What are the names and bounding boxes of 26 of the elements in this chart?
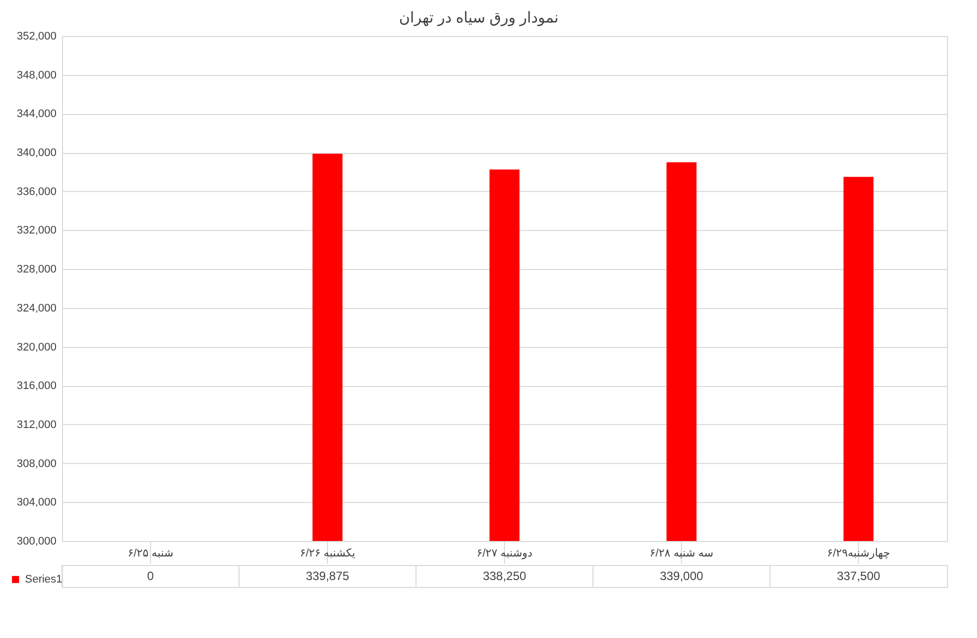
x-tick-label: دوشنبه ۶/۲۷ (476, 548, 532, 560)
x-tick-label: چهارشنبه۶/۲۹ (826, 548, 890, 560)
chart-title: نمودار ورق سیاه در تهران (399, 10, 558, 26)
y-tick-label: 304,000 (16, 496, 56, 509)
x-tick-label: سه شنبه ۶/۲۸ (650, 548, 714, 560)
y-tick-label: 340,000 (16, 147, 56, 160)
y-tick-label: 308,000 (16, 458, 56, 470)
y-tick-label: 312,000 (16, 418, 56, 431)
legend-label: Series1 (25, 574, 62, 586)
data-label: 338,250 (482, 569, 527, 583)
y-tick-label: 316,000 (16, 380, 56, 392)
x-tick-label: یکشنبه ۶/۲۶ (300, 548, 356, 560)
y-tick-label: 348,000 (16, 69, 56, 82)
y-tick-label: 320,000 (16, 341, 56, 354)
data-label: 339,000 (660, 569, 704, 583)
y-tick-label: 328,000 (16, 264, 56, 276)
y-tick-label: 332,000 (16, 224, 56, 237)
data-label: 337,500 (836, 569, 881, 583)
text: 0 (147, 569, 154, 583)
y-tick-label: 324,000 (16, 302, 56, 314)
y-tick-label: 344,000 (16, 108, 56, 120)
data-label: 339,875 (306, 569, 350, 583)
y-tick-label: 300,000 (16, 536, 56, 548)
y-tick-label: 352,000 (16, 30, 56, 42)
y-tick-label: 336,000 (16, 186, 56, 198)
x-tick-label: شنبه ۶/۲۵ (128, 548, 174, 560)
